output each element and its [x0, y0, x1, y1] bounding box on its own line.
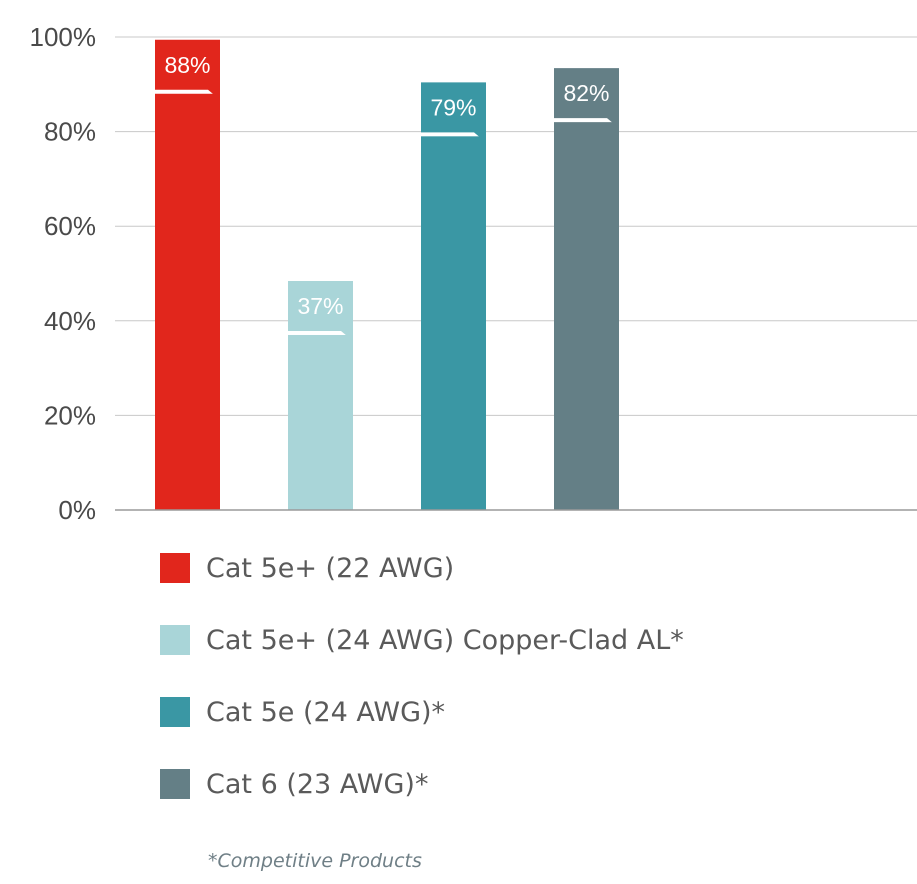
y-tick-label: 80%: [44, 117, 96, 147]
legend-item-cat6-23awg: Cat 6 (23 AWG)*: [160, 766, 684, 802]
bar: [155, 93, 220, 510]
grid-lines: [115, 36, 917, 416]
bar-value-flag: [288, 280, 353, 341]
footnote: *Competitive Products: [208, 850, 422, 872]
legend-label: Cat 6 (23 AWG)*: [206, 768, 429, 800]
bar-value-label: 88%: [164, 52, 210, 78]
legend-item-cat5e-plus-24awg-cca: Cat 5e+ (24 AWG) Copper-Clad AL*: [160, 622, 684, 658]
bars: 88% 37% 79% 82%: [155, 39, 619, 510]
y-tick-label: 100%: [30, 22, 97, 52]
y-tick-label: 0%: [58, 495, 96, 525]
legend-swatch: [160, 697, 190, 727]
bar-value-label: 79%: [430, 94, 476, 120]
bar: [421, 136, 486, 510]
bar: [554, 122, 619, 510]
bar-value-flag: [421, 82, 486, 143]
legend-label: Cat 5e+ (24 AWG) Copper-Clad AL*: [206, 624, 684, 656]
bar-chart: 0% 20% 40% 60% 80% 100% 88% 37% 79% 82%: [30, 22, 917, 525]
bar-value-label: 37%: [297, 293, 343, 319]
legend-item-cat5e-24awg: Cat 5e (24 AWG)*: [160, 694, 684, 730]
bar-value-label: 82%: [563, 80, 609, 106]
y-tick-label: 40%: [44, 306, 96, 336]
bar-value-flag: [554, 68, 619, 129]
legend-swatch: [160, 625, 190, 655]
legend: Cat 5e+ (22 AWG) Cat 5e+ (24 AWG) Copper…: [160, 550, 684, 838]
legend-label: Cat 5e+ (22 AWG): [206, 552, 455, 584]
y-tick-label: 60%: [44, 211, 96, 241]
y-tick-label: 20%: [44, 400, 96, 430]
y-axis-ticks: 0% 20% 40% 60% 80% 100%: [30, 22, 97, 525]
legend-swatch: [160, 553, 190, 583]
bar: [288, 334, 353, 510]
legend-label: Cat 5e (24 AWG)*: [206, 696, 446, 728]
legend-swatch: [160, 769, 190, 799]
legend-item-cat5e-plus-22awg: Cat 5e+ (22 AWG): [160, 550, 684, 586]
bar-value-flag: [155, 39, 220, 100]
